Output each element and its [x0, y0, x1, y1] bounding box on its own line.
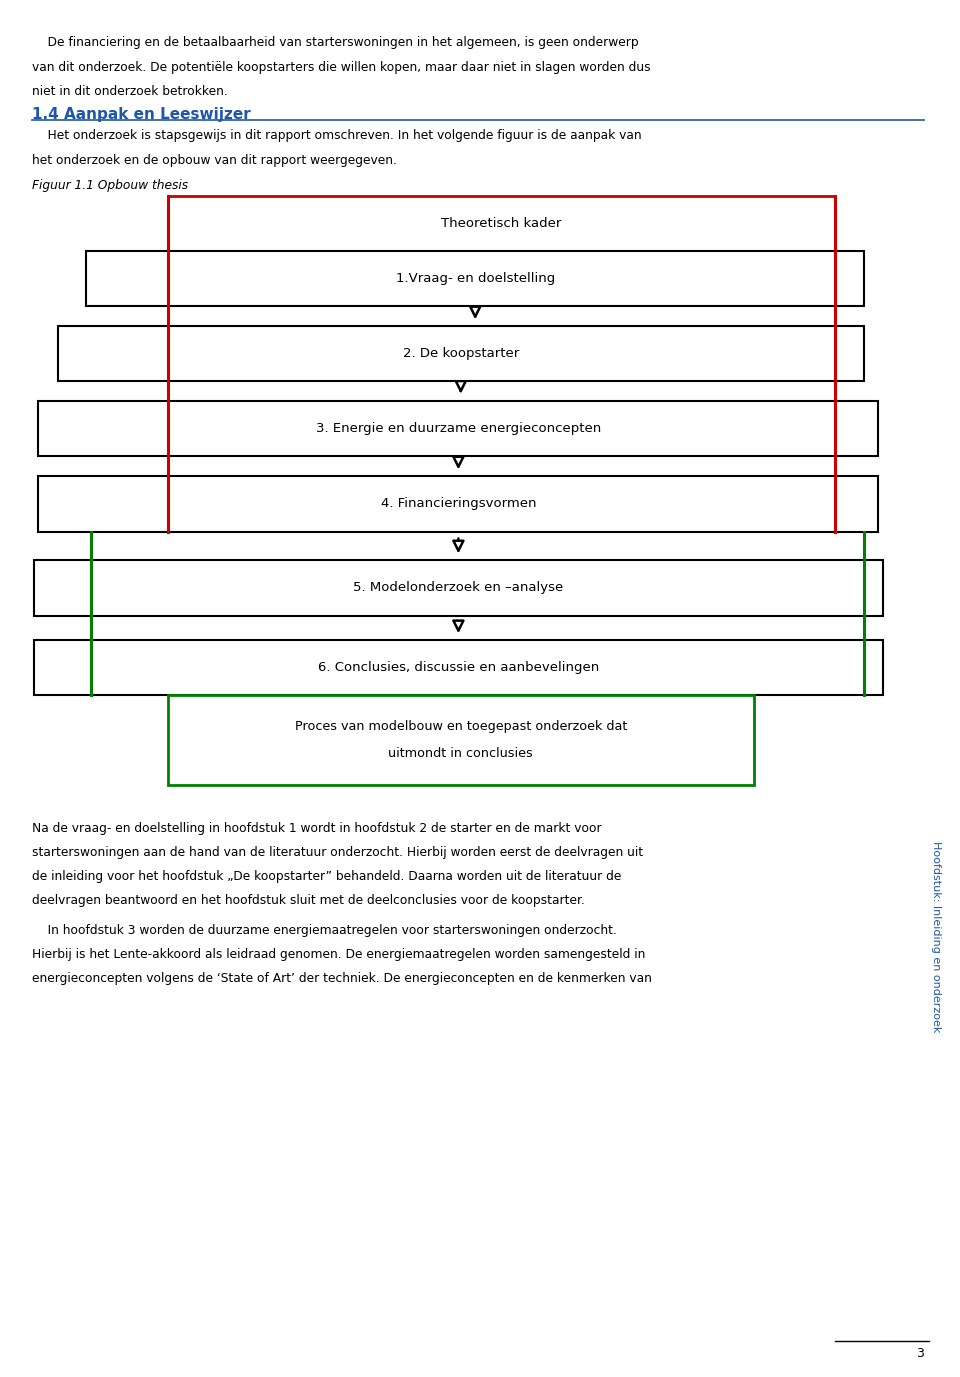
Text: 1.4 Aanpak en Leeswijzer: 1.4 Aanpak en Leeswijzer — [32, 107, 251, 123]
Text: deelvragen beantwoord en het hoofdstuk sluit met de deelconclusies voor de koops: deelvragen beantwoord en het hoofdstuk s… — [32, 895, 585, 907]
Text: starterswoningen aan de hand van de literatuur onderzocht. Hierbij worden eerst : starterswoningen aan de hand van de lite… — [32, 845, 643, 859]
Text: 5. Modelonderzoek en –analyse: 5. Modelonderzoek en –analyse — [353, 581, 564, 595]
Text: van dit onderzoek. De potentiële koopstarters die willen kopen, maar daar niet i: van dit onderzoek. De potentiële koopsta… — [32, 61, 650, 73]
Text: niet in dit onderzoek betrokken.: niet in dit onderzoek betrokken. — [32, 85, 228, 98]
Text: Proces van modelbouw en toegepast onderzoek dat: Proces van modelbouw en toegepast onderz… — [295, 720, 627, 733]
Text: 6. Conclusies, discussie en aanbevelingen: 6. Conclusies, discussie en aanbevelinge… — [318, 661, 599, 675]
Text: 3: 3 — [916, 1347, 924, 1359]
Text: 3. Energie en duurzame energieconcepten: 3. Energie en duurzame energieconcepten — [316, 421, 601, 435]
Text: Theoretisch kader: Theoretisch kader — [442, 216, 562, 230]
Text: 1.Vraag- en doelstelling: 1.Vraag- en doelstelling — [396, 271, 555, 285]
Text: Figuur 1.1 Opbouw thesis: Figuur 1.1 Opbouw thesis — [32, 179, 188, 191]
Text: het onderzoek en de opbouw van dit rapport weergegeven.: het onderzoek en de opbouw van dit rappo… — [32, 154, 396, 167]
Text: energieconcepten volgens de ‘State of Art’ der techniek. De energieconcepten en : energieconcepten volgens de ‘State of Ar… — [32, 972, 652, 985]
Text: In hoofdstuk 3 worden de duurzame energiemaatregelen voor starterswoningen onder: In hoofdstuk 3 worden de duurzame energi… — [32, 924, 616, 936]
Text: Het onderzoek is stapsgewijs in dit rapport omschreven. In het volgende figuur i: Het onderzoek is stapsgewijs in dit rapp… — [32, 129, 641, 142]
Text: Hierbij is het Lente-akkoord als leidraad genomen. De energiemaatregelen worden : Hierbij is het Lente-akkoord als leidraa… — [32, 949, 645, 961]
Text: De financiering en de betaalbaarheid van starterswoningen in het algemeen, is ge: De financiering en de betaalbaarheid van… — [32, 36, 638, 48]
Text: de inleiding voor het hoofdstuk „De koopstarter” behandeld. Daarna worden uit de: de inleiding voor het hoofdstuk „De koop… — [32, 870, 621, 883]
Text: Hoofdstuk: Inleiding en onderzoek: Hoofdstuk: Inleiding en onderzoek — [931, 841, 941, 1031]
Text: Na de vraag- en doelstelling in hoofdstuk 1 wordt in hoofdstuk 2 de starter en d: Na de vraag- en doelstelling in hoofdstu… — [32, 822, 601, 834]
Text: 2. De koopstarter: 2. De koopstarter — [402, 347, 519, 361]
Text: uitmondt in conclusies: uitmondt in conclusies — [389, 748, 533, 760]
Text: 4. Financieringsvormen: 4. Financieringsvormen — [381, 497, 536, 511]
